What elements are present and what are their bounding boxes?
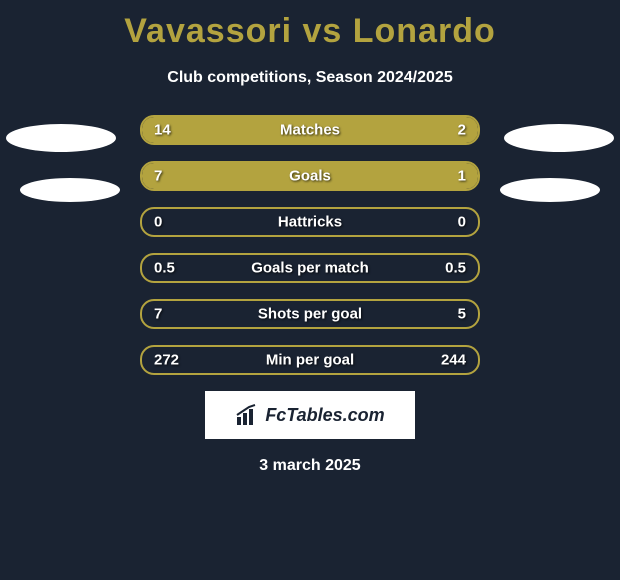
stat-value-right: 1 <box>458 168 466 185</box>
date-text: 3 march 2025 <box>0 457 620 475</box>
chart-icon <box>235 403 259 427</box>
bar-right-fill <box>404 117 478 143</box>
stat-label: Min per goal <box>266 352 354 369</box>
stat-label: Matches <box>280 122 340 139</box>
logo-text: FcTables.com <box>265 405 384 426</box>
stat-value-left: 0.5 <box>154 260 175 277</box>
stat-label: Shots per goal <box>258 306 362 323</box>
stat-value-left: 272 <box>154 352 179 369</box>
stat-label: Goals <box>289 168 331 185</box>
stats-container: 14 Matches 2 7 Goals 1 0 Hattricks 0 0.5… <box>0 115 620 375</box>
stat-row: 0 Hattricks 0 <box>0 207 620 237</box>
bar-left-fill <box>142 117 404 143</box>
stat-value-left: 7 <box>154 168 162 185</box>
stat-row: 272 Min per goal 244 <box>0 345 620 375</box>
stat-value-right: 5 <box>458 306 466 323</box>
stat-value-left: 7 <box>154 306 162 323</box>
stat-value-right: 0.5 <box>445 260 466 277</box>
stat-bar: 14 Matches 2 <box>140 115 480 145</box>
bar-left-fill <box>142 163 418 189</box>
stat-row: 7 Shots per goal 5 <box>0 299 620 329</box>
fctables-logo-badge[interactable]: FcTables.com <box>205 391 415 439</box>
comparison-title: Vavassori vs Lonardo <box>0 0 620 51</box>
competition-subtitle: Club competitions, Season 2024/2025 <box>0 69 620 87</box>
stat-value-right: 0 <box>458 214 466 231</box>
stat-value-right: 244 <box>441 352 466 369</box>
bar-right-fill <box>418 163 478 189</box>
stat-bar: 0.5 Goals per match 0.5 <box>140 253 480 283</box>
stat-value-left: 0 <box>154 214 162 231</box>
stat-bar: 7 Goals 1 <box>140 161 480 191</box>
stat-label: Hattricks <box>278 214 342 231</box>
stat-row: 14 Matches 2 <box>0 115 620 145</box>
stat-value-left: 14 <box>154 122 171 139</box>
stat-value-right: 2 <box>458 122 466 139</box>
stat-bar: 7 Shots per goal 5 <box>140 299 480 329</box>
stat-bar: 0 Hattricks 0 <box>140 207 480 237</box>
stat-bar: 272 Min per goal 244 <box>140 345 480 375</box>
stat-row: 7 Goals 1 <box>0 161 620 191</box>
stat-label: Goals per match <box>251 260 369 277</box>
stat-row: 0.5 Goals per match 0.5 <box>0 253 620 283</box>
